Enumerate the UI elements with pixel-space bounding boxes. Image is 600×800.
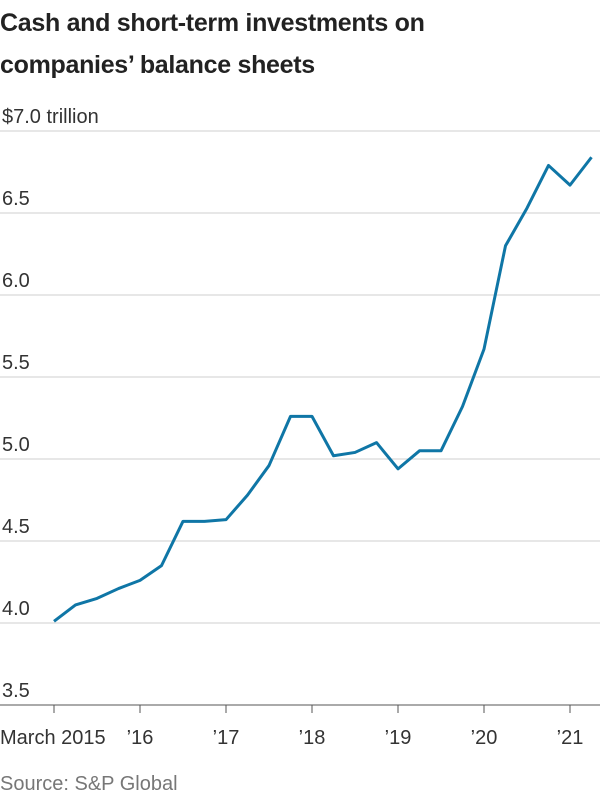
y-tick-label: 4.5 bbox=[2, 516, 30, 538]
x-tick-label: ’21 bbox=[557, 727, 584, 749]
y-tick-label: 5.0 bbox=[2, 434, 30, 456]
y-tick-label: 5.5 bbox=[2, 352, 30, 374]
y-tick-label: 4.0 bbox=[2, 598, 30, 620]
x-tick-label: March 2015 bbox=[0, 727, 106, 749]
x-tick-label: ’20 bbox=[471, 727, 498, 749]
y-tick-label: 6.5 bbox=[2, 188, 30, 210]
x-tick-label: ’19 bbox=[385, 727, 412, 749]
y-tick-label: 3.5 bbox=[2, 680, 30, 702]
chart-title: Cash and short-term investments on compa… bbox=[0, 9, 425, 79]
y-tick-label: $7.0 trillion bbox=[2, 106, 99, 128]
x-tick-label: ’17 bbox=[213, 727, 240, 749]
source: Source: S&P Global bbox=[0, 773, 178, 795]
data-line bbox=[53, 156, 593, 623]
x-tick-label: ’18 bbox=[299, 727, 326, 749]
x-tick-label: ’16 bbox=[127, 727, 154, 749]
y-tick-label: 6.0 bbox=[2, 270, 30, 292]
